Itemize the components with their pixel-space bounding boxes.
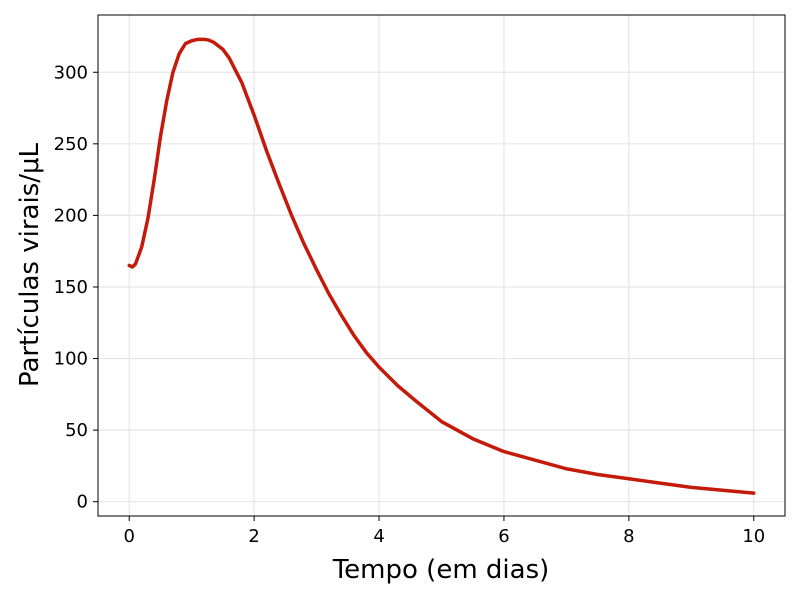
series-line-0 (127, 37, 756, 495)
y-tick-label: 0 (77, 492, 88, 513)
y-axis-label: Partículas virais/μL (15, 142, 45, 387)
x-tick-label: 8 (623, 526, 634, 547)
y-tick-label: 250 (54, 134, 88, 155)
plot-frame (97, 14, 786, 517)
y-tick-label: 300 (54, 62, 88, 83)
series-layer (127, 37, 756, 495)
x-tick-label: 2 (248, 526, 259, 547)
x-tick-label: 4 (373, 526, 384, 547)
y-tick-label: 50 (65, 420, 88, 441)
x-tick-label: 0 (124, 526, 135, 547)
y-tick-label: 150 (54, 277, 88, 298)
y-tick-label: 100 (54, 349, 88, 370)
x-tick-label: 6 (498, 526, 509, 547)
y-tick-label: 200 (54, 205, 88, 226)
x-axis-label: Tempo (em dias) (332, 555, 550, 585)
x-tick-label: 10 (742, 526, 765, 547)
grid-layer (98, 15, 785, 516)
